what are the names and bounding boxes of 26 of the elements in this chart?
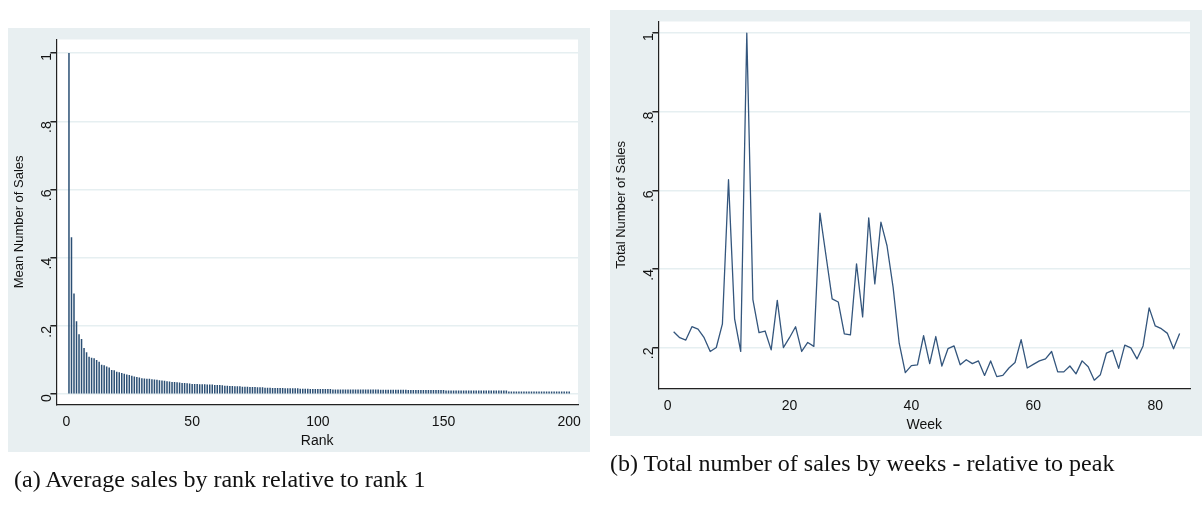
x-tick-label: 0: [663, 396, 672, 413]
x-axis-title: Rank: [300, 432, 335, 449]
x-axis-title: Week: [906, 416, 943, 433]
x-tick-label: 100: [306, 412, 330, 429]
x-tick-label: 40: [903, 396, 920, 413]
x-tick-label: 60: [1025, 396, 1042, 413]
y-axis-title: Mean Number of Sales: [11, 154, 27, 289]
x-tick-label: 50: [184, 412, 201, 429]
y-tick-label: .2: [640, 347, 657, 360]
y-tick-label: .6: [640, 190, 657, 203]
y-tick-label: 1: [640, 32, 657, 41]
y-tick-label: .8: [640, 111, 657, 124]
text: (b) Total number of sales by weeks - relative to peak: [610, 449, 1116, 478]
y-tick-label: .4: [640, 268, 657, 281]
x-tick-label: 150: [431, 412, 456, 429]
x-tick-label: 0: [62, 412, 71, 429]
x-tick-label: 20: [781, 396, 798, 413]
y-tick-label: .6: [38, 189, 55, 202]
x-tick-label: 200: [557, 412, 582, 429]
x-tick-label: 80: [1147, 396, 1164, 413]
y-tick-label: 1: [38, 52, 55, 61]
y-tick-label: .4: [38, 257, 55, 270]
text: (a) Average sales by rank relative to rank 1: [13, 465, 427, 494]
y-axis-title: Total Number of Sales: [613, 140, 629, 269]
y-tick-label: .2: [38, 325, 55, 338]
y-tick-label: .8: [38, 121, 55, 133]
